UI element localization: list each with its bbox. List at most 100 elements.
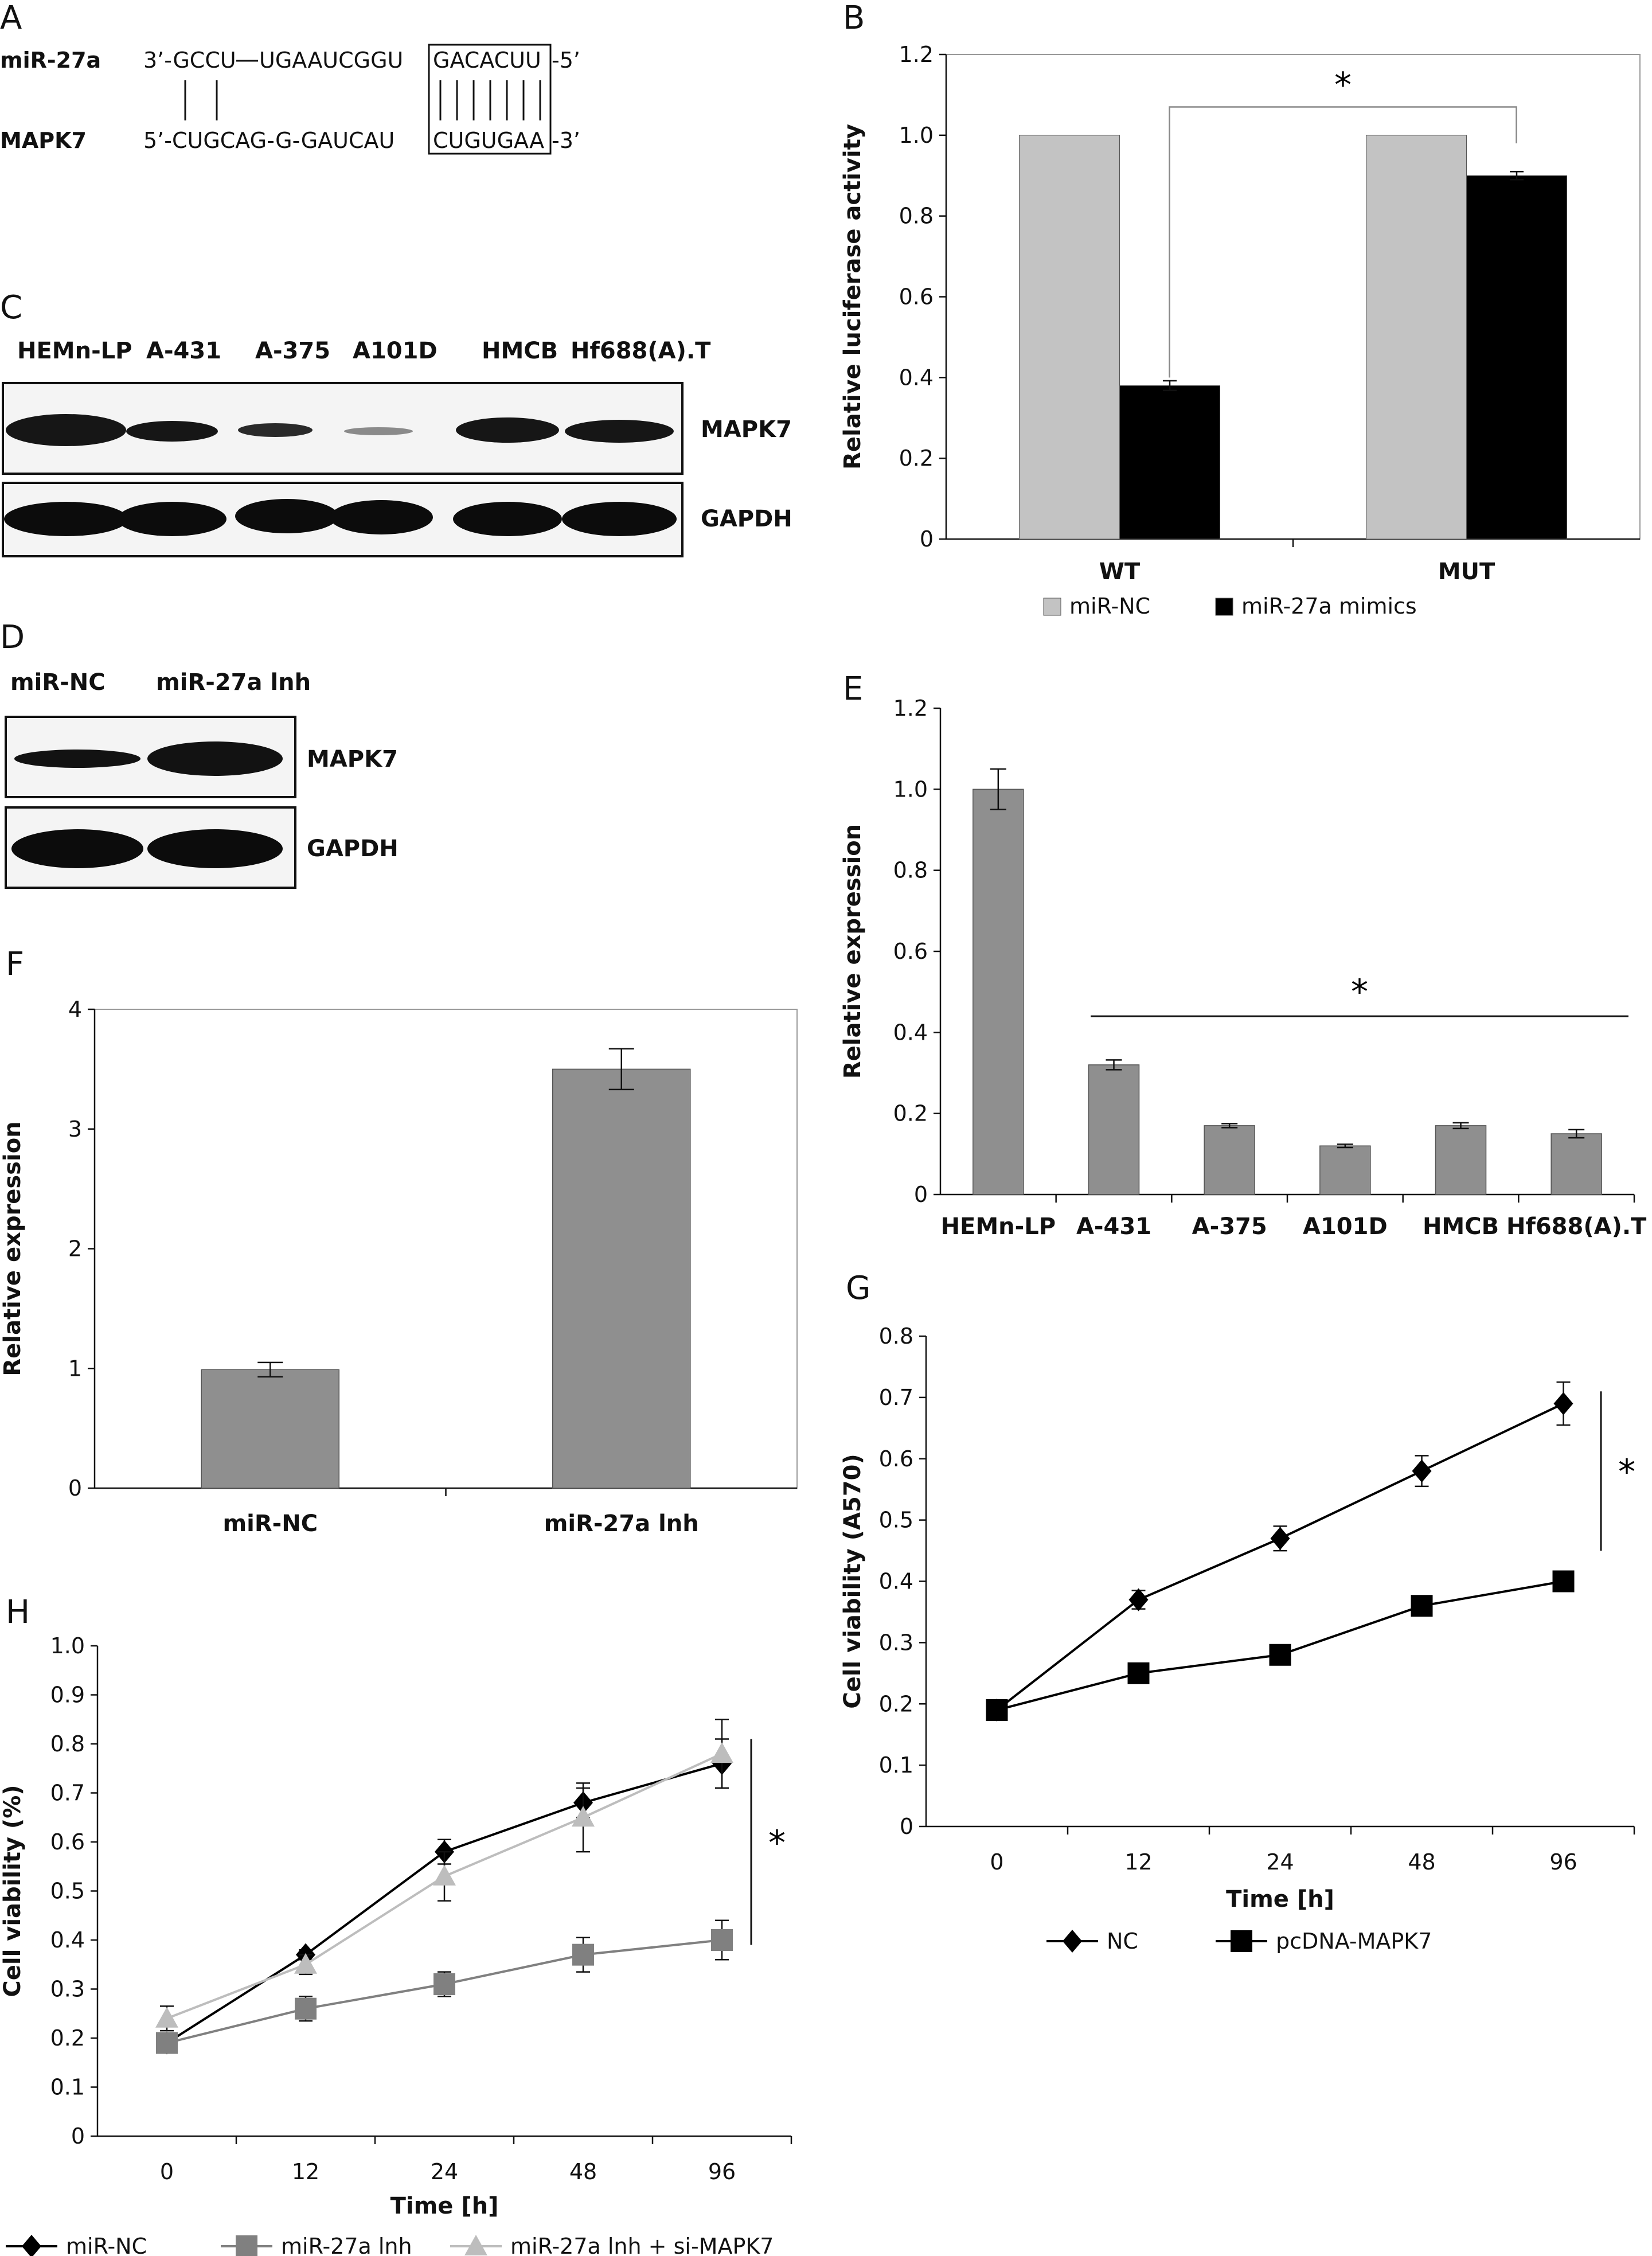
target-seq-left: 5’-CUGCAG-G-GAUCAU [143,128,395,153]
mir-label: miR-27a [0,48,101,73]
legend-label: miR-27a mimics [1241,594,1417,619]
x-tick-label: 24 [431,2159,458,2184]
data-point-mir-27a-lnh-si-mapk7 [294,1953,317,1974]
blot-d-lane-1: miR-NC [10,669,106,696]
panel-a: A miR-27a 3’-GCCU UGAAUCGGU GACACUU -5’ … [0,0,580,155]
y-axis-title: Cell viability (%) [0,1785,26,1997]
blot-c-lane-6: Hf688(A).T [571,338,711,364]
y-tick-label: 0 [920,526,934,552]
significance-star: * [1618,1452,1635,1492]
blot-c-lane-4: A101D [353,338,438,364]
pairing-lines [184,80,541,120]
data-point-nc [1412,1459,1432,1483]
y-tick-label: 0.7 [879,1385,913,1410]
data-point-mir-27a-lnh [433,1973,455,1995]
blot-c-lane-2: A-431 [146,338,221,364]
panel-a-letter: A [0,0,22,37]
y-tick-label: 0.2 [50,2025,85,2051]
y-tick-label: 1.0 [50,1633,85,1658]
data-point-pcdna-mapk7 [1127,1662,1150,1684]
y-tick-label: 0 [71,2124,85,2149]
bar-mir-27a-mimics [1466,175,1567,540]
legend-label: pcDNA-MAPK7 [1276,1929,1432,1954]
y-tick-label: 0.1 [879,1753,913,1778]
bar-a-431 [1088,1064,1140,1195]
y-tick-label: 0.8 [893,858,928,883]
y-tick-label: 1.0 [899,123,934,148]
target-seed: CUGUGAA [433,128,544,153]
x-category-label: MUT [1438,559,1495,585]
data-point-mir-27a-lnh [572,1943,594,1966]
y-tick-label: 0.1 [50,2075,85,2100]
panel-b-letter: B [843,0,865,37]
data-point-nc [1270,1527,1290,1550]
y-tick-label: 0.3 [879,1630,913,1655]
bar-mir-nc [1366,135,1467,540]
legend-marker [22,2235,41,2256]
panel-c: C HEMn-LP A-431 A-375 A101D HMCB Hf688(A).T M… [0,289,792,557]
y-tick-label: 0.6 [893,939,928,964]
significance-star: * [1351,972,1368,1012]
data-point-mir-27a-lnh [156,2032,178,2054]
data-point-mir-27a-lnh-si-mapk7 [433,1864,456,1886]
target-seq-end: -3’ [552,128,580,153]
x-category-label: miR-27a lnh [544,1510,699,1537]
y-axis-title: Cell viability (A570) [839,1454,866,1709]
legend-marker [1063,1930,1082,1953]
data-point-mir-27a-lnh [711,1929,733,1951]
x-category-label: A101D [1303,1213,1388,1240]
y-tick-label: 0.7 [50,1781,85,1806]
y-tick-label: 1.0 [893,776,928,802]
y-tick-label: 0.4 [879,1569,913,1594]
data-point-pcdna-mapk7 [1269,1644,1291,1666]
y-tick-label: 0.9 [50,1683,85,1708]
blot-c-lane-5: HMCB [482,338,558,364]
x-tick-label: 96 [1549,1849,1577,1875]
y-tick-label: 0.8 [879,1324,913,1349]
bands-c-mapk7 [6,414,674,446]
panel-g-letter: G [846,1270,870,1307]
y-tick-label: 0.8 [899,204,934,229]
y-tick-label: 0 [914,1182,928,1207]
blot-c-lane-3: A-375 [255,338,330,364]
panel-f-letter: F [6,946,24,983]
x-category-label: A-375 [1192,1213,1267,1240]
legend-swatch [1043,598,1061,616]
bands-d-mapk7 [14,741,283,776]
panel-g-chart: G 0 0.1 0.2 0.3 0.4 0.5 0.6 0.7 0.8 Cell viability… [839,1270,1635,1954]
panel-h-letter: H [6,1594,30,1631]
y-tick-label: 0.4 [893,1020,928,1045]
mir-seq-end: -5’ [552,48,580,73]
panel-e-letter: E [843,670,863,708]
y-tick-label: 0.8 [50,1731,85,1757]
bar-mir-nc [201,1369,339,1489]
blot-d-lane-2: miR-27a lnh [156,669,311,696]
data-point-pcdna-mapk7 [1411,1595,1433,1617]
y-tick-label: 0.5 [50,1879,85,1904]
y-tick-label: 1.2 [899,42,934,67]
seed-box [428,44,552,155]
x-category-label: WT [1099,559,1141,585]
legend-marker [236,2235,257,2256]
y-tick-label: 0.2 [893,1101,928,1126]
bar-mir-nc [1019,135,1120,540]
panel-h-chart: H 0 0.1 0.2 0.3 0.4 0.5 0.6 0.7 0.8 0.9 1.0 Cell via… [0,1594,792,2256]
x-category-label: HMCB [1423,1213,1499,1240]
legend-marker [1231,1930,1252,1952]
y-tick-label: 0.4 [899,365,934,390]
legend-swatch [1215,598,1233,616]
bands-c-gapdh [4,499,677,536]
y-tick-label: 0.6 [899,284,934,310]
plot-frame [94,1009,798,1489]
x-tick-label: 0 [160,2159,174,2184]
bar-mir-27a-mimics [1119,385,1220,540]
significance-star: * [1334,65,1352,106]
y-tick-label: 3 [68,1117,82,1142]
panel-c-letter: C [0,289,22,326]
blot-c-row-mapk7: MAPK7 [701,416,792,443]
data-point-pcdna-mapk7 [986,1699,1008,1721]
blot-c-row-gapdh: GAPDH [701,506,792,532]
legend-marker [464,2235,487,2255]
x-tick-label: 12 [292,2159,319,2184]
y-axis-title: Relative expression [0,1121,26,1376]
